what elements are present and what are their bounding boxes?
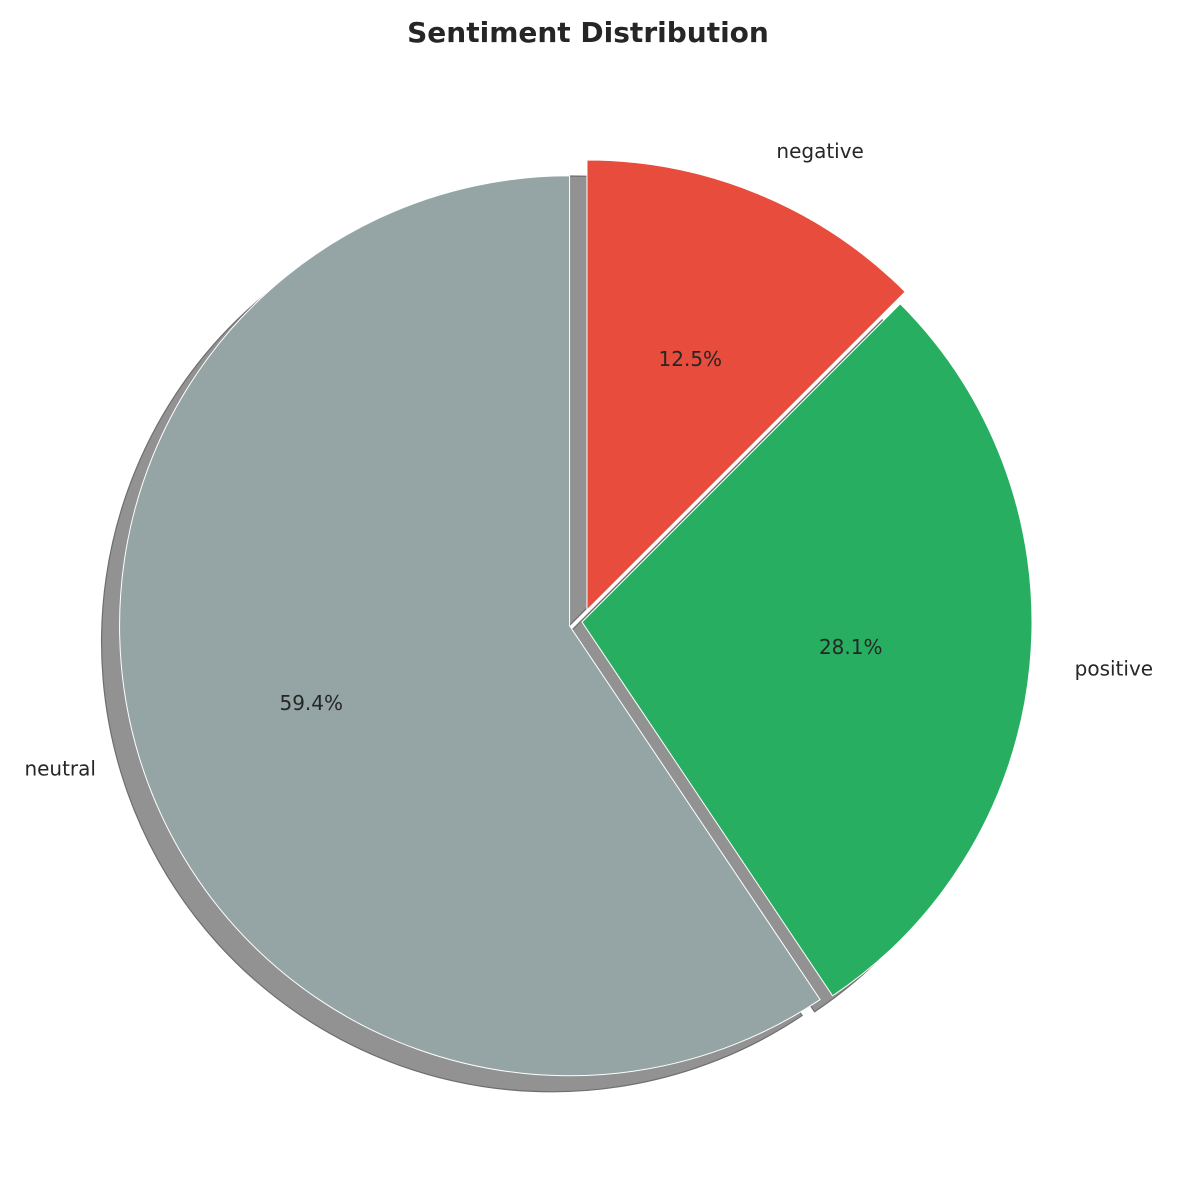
pie-label-positive: positive <box>1075 657 1153 681</box>
pie-pct-label-negative: 12.5% <box>659 347 723 371</box>
pie-label-layer: negative 12.5% positive 28.1% neutral 59.4% <box>24 139 1153 780</box>
pie-slice-positive <box>581 303 1033 997</box>
pie-slice-neutral <box>119 175 821 1077</box>
pie-slice-negative <box>586 159 906 612</box>
pie-pct-label-neutral: 59.4% <box>279 691 343 715</box>
pie-label-neutral: neutral <box>24 756 96 780</box>
pie-slice-layer <box>119 159 1033 1077</box>
chart-title: Sentiment Distribution <box>407 16 769 49</box>
pie-pct-label-positive: 28.1% <box>819 635 883 659</box>
pie-label-negative: negative <box>776 139 863 163</box>
